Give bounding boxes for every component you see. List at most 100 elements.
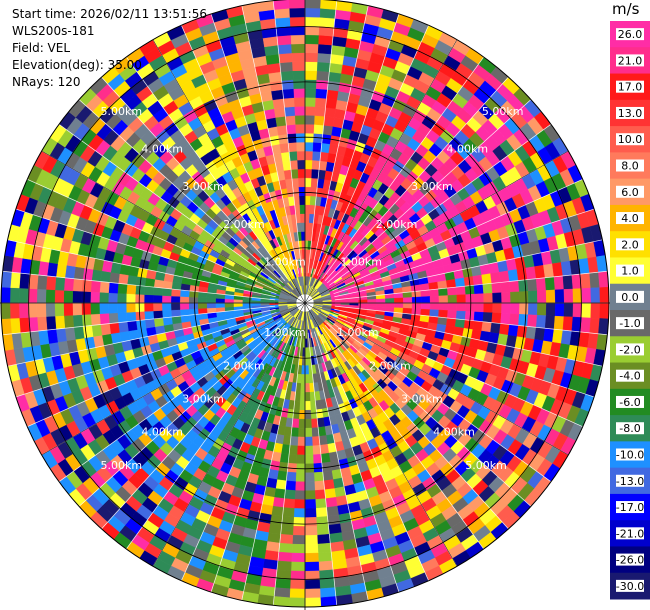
ppi-gate	[320, 452, 331, 464]
ppi-gate	[283, 169, 293, 180]
ppi-gate	[304, 204, 311, 214]
azimuth-line	[304, 302, 458, 567]
ppi-gate	[315, 498, 327, 509]
ppi-gate	[72, 278, 83, 292]
ppi-gate	[0, 302, 11, 320]
ppi-gate	[295, 472, 306, 483]
ppi-gate	[286, 471, 297, 482]
ppi-gate	[544, 276, 556, 291]
ppi-spoke	[58, 124, 281, 286]
ppi-gate	[19, 317, 30, 334]
ppi-gate	[301, 365, 306, 375]
ppi-gate	[474, 302, 485, 313]
ppi-gate	[179, 302, 190, 310]
ppi-gate	[269, 80, 283, 92]
ppi-gate	[170, 295, 181, 304]
ppi-spoke	[272, 332, 303, 606]
ppi-gate	[108, 292, 118, 304]
ppi-spoke	[332, 179, 583, 292]
ppi-overlay: 1.00km 1.00km 1.00km 1.00km 2.00km 2.00km 2.00…	[0, 0, 610, 610]
ppi-gate	[268, 71, 282, 83]
ppi-gate	[293, 88, 306, 98]
colorbar-tick-bg	[616, 159, 644, 172]
ppi-gate	[316, 533, 331, 545]
ppi-gate	[315, 97, 327, 108]
ppi-gate	[54, 315, 66, 330]
ppi-gate	[272, 596, 290, 607]
ppi-gate	[279, 452, 290, 464]
colorbar-tick-bg	[616, 553, 644, 566]
ppi-spoke	[241, 5, 300, 274]
ppi-gate	[116, 302, 127, 314]
ppi-gate	[304, 534, 318, 545]
ppi-gate	[294, 114, 306, 125]
ppi-gate	[292, 534, 306, 545]
ppi-gate	[492, 292, 502, 304]
ppi-gate	[536, 290, 547, 304]
ppi-gate	[116, 292, 127, 304]
ppi-gate	[144, 310, 155, 321]
ppi-spoke	[334, 270, 608, 301]
ppi-gate	[315, 79, 329, 90]
ppi-gate	[317, 43, 333, 55]
ppi-gate	[516, 267, 528, 281]
ppi-gate	[299, 204, 306, 214]
ppi-gate	[313, 124, 324, 135]
ppi-gate	[288, 150, 298, 161]
ppi-gate	[299, 195, 306, 206]
colorbar-tick-label: -1.0	[619, 317, 640, 330]
ppi-gate	[282, 507, 295, 518]
ppi-gate	[589, 317, 600, 335]
ppi-gate	[296, 150, 306, 161]
colorbar-tick-bg	[616, 448, 644, 461]
ppi-gate	[273, 107, 286, 118]
ppi-gate	[293, 508, 306, 518]
ppi-gate	[447, 294, 458, 304]
ppi-gate	[581, 287, 592, 304]
ppi-gate	[126, 311, 137, 322]
ppi-gate	[161, 295, 172, 304]
ppi-gate	[319, 578, 336, 589]
ppi-spoke	[15, 208, 277, 295]
azimuth-line	[304, 39, 458, 304]
ppi-gate	[376, 302, 386, 308]
ppi-gate	[438, 309, 449, 319]
ppi-gate	[298, 186, 306, 197]
ppi-spoke	[327, 99, 532, 284]
ppi-gate	[281, 516, 295, 527]
ppi-gate	[304, 97, 317, 107]
ppi-gate	[429, 302, 440, 311]
ppi-spoke	[316, 330, 429, 581]
range-ring-label: 1.00km	[264, 326, 306, 339]
ppi-gate	[1, 270, 12, 288]
ppi-gate	[99, 302, 109, 315]
ppi-gate	[563, 288, 574, 304]
ppi-gate	[72, 314, 83, 328]
colorbar-tick-bg	[616, 474, 644, 487]
colorbar-tick-label: 8.0	[621, 160, 639, 173]
ppi-gate	[118, 273, 129, 285]
range-ring	[28, 26, 582, 580]
ppi-gate	[323, 479, 335, 490]
colorbar-tick-label: -17.0	[616, 501, 644, 514]
ppi-gate	[304, 481, 316, 492]
ppi-gate	[304, 383, 310, 393]
ppi-gate	[297, 168, 306, 179]
ppi-gate	[304, 499, 317, 509]
ppi-gate	[298, 418, 306, 429]
ppi-gate	[283, 498, 295, 509]
ppi-gate	[36, 316, 48, 332]
colorbar-tick-label: 13.0	[618, 107, 643, 120]
ppi-gate	[554, 302, 565, 317]
ppi-gate	[324, 488, 337, 499]
colorbar-tick-bg	[616, 422, 644, 435]
ppi-gate	[282, 88, 295, 99]
colorbar-tick-bg	[616, 54, 644, 67]
ppi-gate	[290, 561, 306, 572]
range-ring-label: 2.00km	[376, 218, 418, 231]
ppi-gate	[482, 312, 493, 323]
ppi-spoke	[316, 25, 429, 276]
ppi-gate	[304, 400, 311, 411]
ppi-gate	[292, 525, 306, 536]
ppi-gate	[274, 578, 291, 589]
